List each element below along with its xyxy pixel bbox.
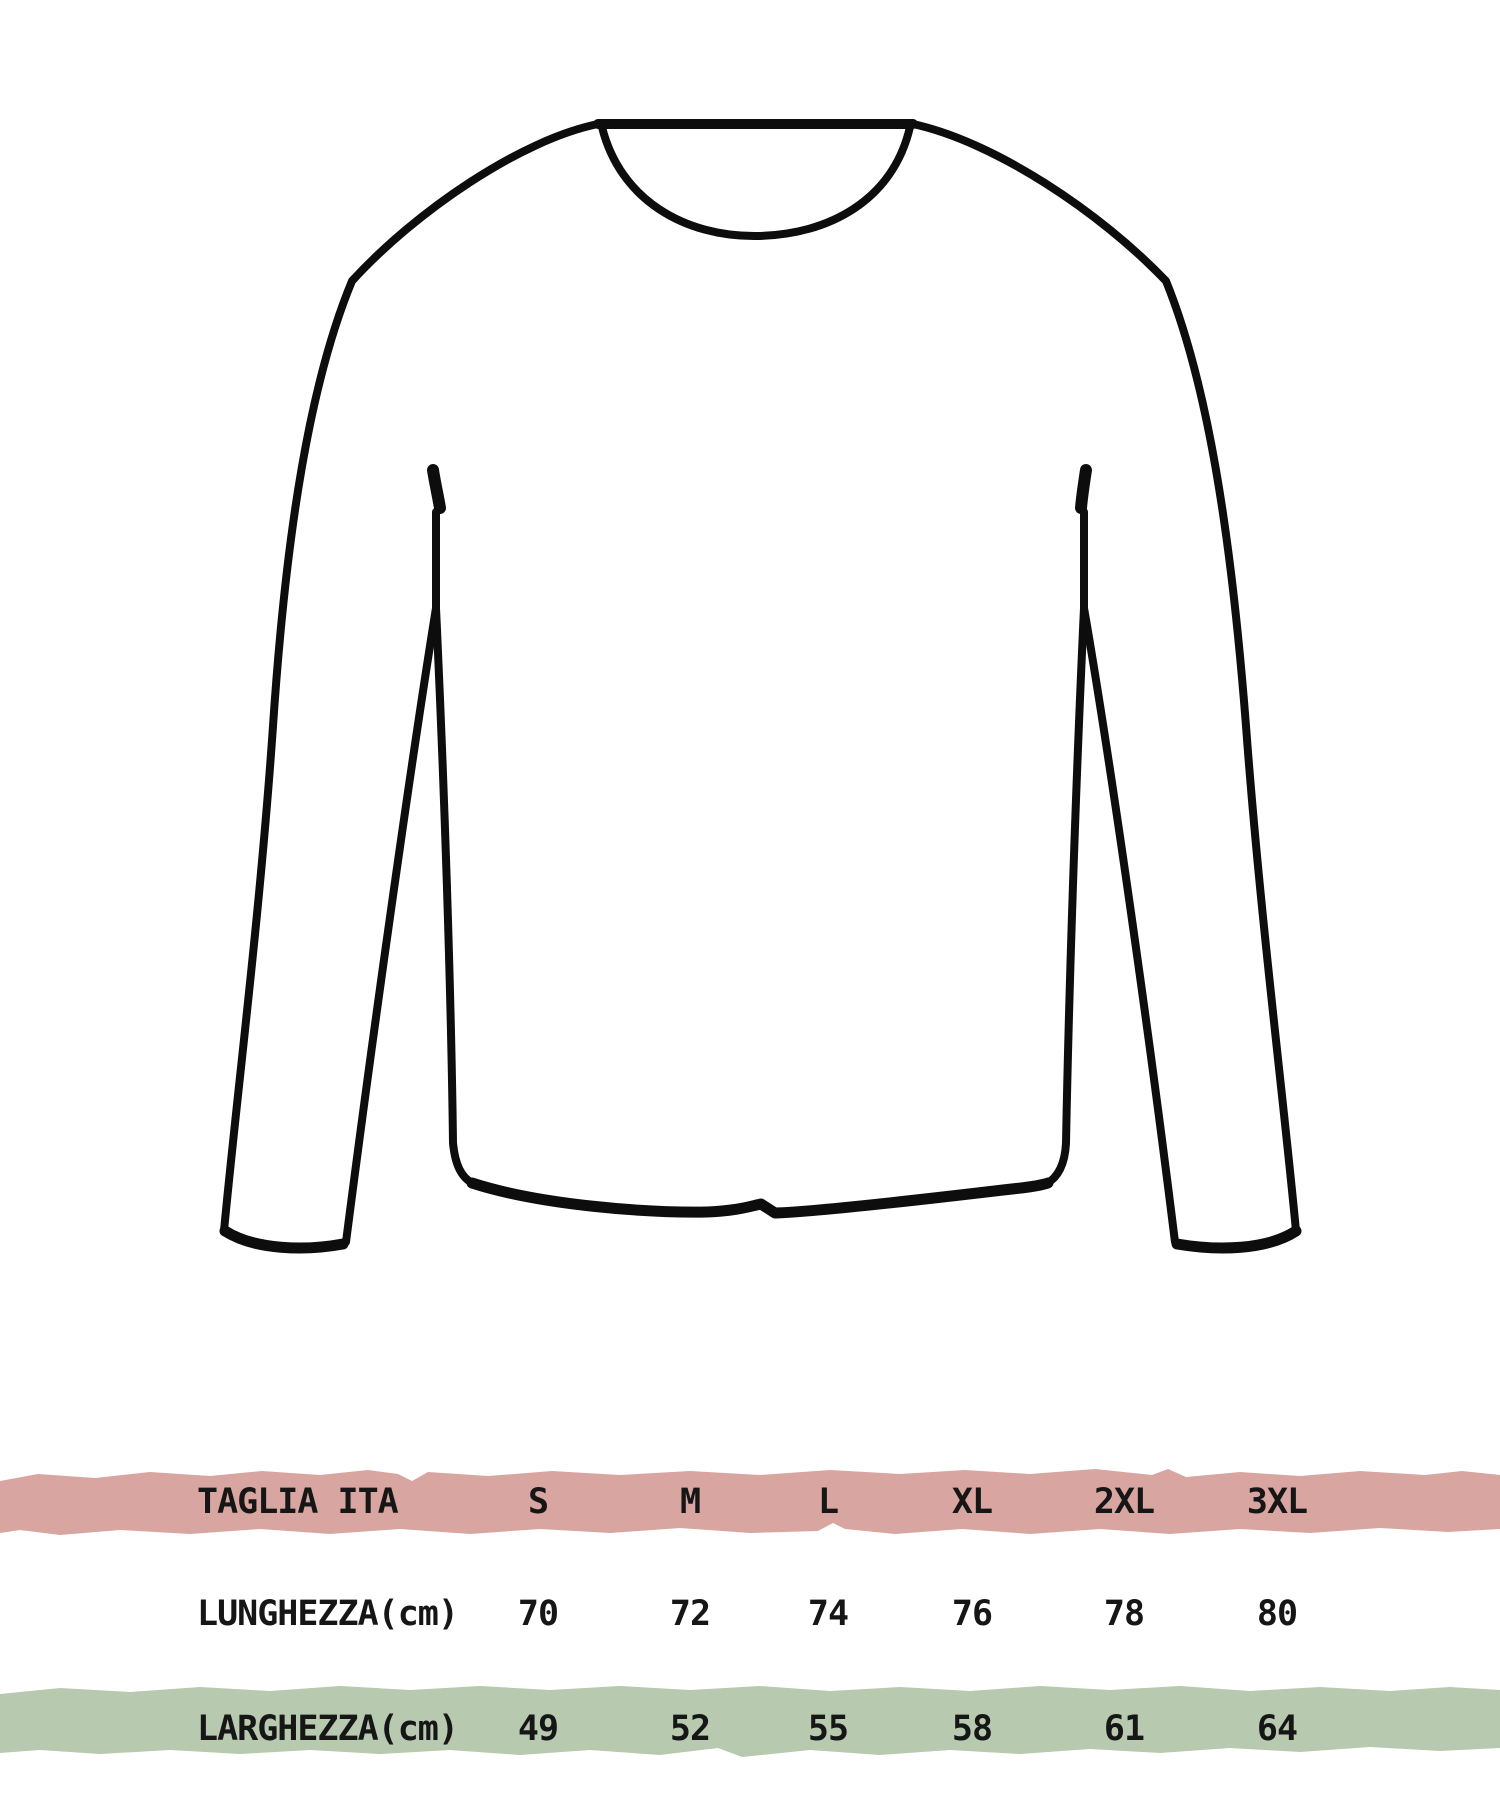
bottom-hem <box>466 1177 1054 1219</box>
size-col-xl: XL <box>951 1482 993 1522</box>
header-band-brush <box>0 1469 1500 1535</box>
width-row-label: LARGHEZZA(cm) <box>197 1709 459 1749</box>
left-body-side <box>432 604 478 1188</box>
left-shoulder-sleeve-outer <box>220 120 602 1235</box>
size-col-m: M <box>679 1482 701 1522</box>
width-value-xl: 58 <box>951 1709 993 1749</box>
size-col-l: L <box>817 1482 839 1522</box>
right-underarm-dash <box>1075 464 1092 514</box>
size-col-2xl: 2XL <box>1093 1482 1155 1522</box>
left-sleeve-inner <box>342 604 440 1246</box>
width-value-l: 55 <box>807 1709 849 1749</box>
long-sleeve-shirt-drawing <box>219 119 1302 1254</box>
length-value-3xl: 80 <box>1256 1594 1298 1634</box>
right-sleeve-inner <box>1080 604 1179 1246</box>
width-value-2xl: 61 <box>1103 1709 1145 1749</box>
width-value-s: 49 <box>517 1709 559 1749</box>
left-underarm-dash <box>427 464 446 514</box>
length-row-label: LUNGHEZZA(cm) <box>197 1594 459 1634</box>
width-value-3xl: 64 <box>1256 1709 1298 1749</box>
neck-opening-curve <box>598 123 914 241</box>
length-value-2xl: 78 <box>1103 1594 1145 1634</box>
length-value-m: 72 <box>669 1594 711 1634</box>
length-row: LUNGHEZZA(cm) 70 72 74 76 78 80 <box>0 1592 1500 1636</box>
right-shoulder-sleeve-outer <box>909 120 1300 1235</box>
length-value-xl: 76 <box>951 1594 993 1634</box>
header-row-label: TAGLIA ITA <box>197 1482 399 1522</box>
size-table-header-row: TAGLIA ITA S M L XL 2XL 3XL <box>0 1480 1500 1524</box>
right-body-side <box>1042 604 1088 1188</box>
size-col-s: S <box>527 1482 549 1522</box>
length-value-l: 74 <box>807 1594 849 1634</box>
width-value-m: 52 <box>669 1709 711 1749</box>
length-value-s: 70 <box>517 1594 559 1634</box>
right-cuff <box>1171 1225 1302 1254</box>
width-band-brush <box>0 1686 1500 1757</box>
size-col-3xl: 3XL <box>1246 1482 1308 1522</box>
left-cuff <box>219 1225 349 1254</box>
width-row: LARGHEZZA(cm) 49 52 55 58 61 64 <box>0 1707 1500 1751</box>
